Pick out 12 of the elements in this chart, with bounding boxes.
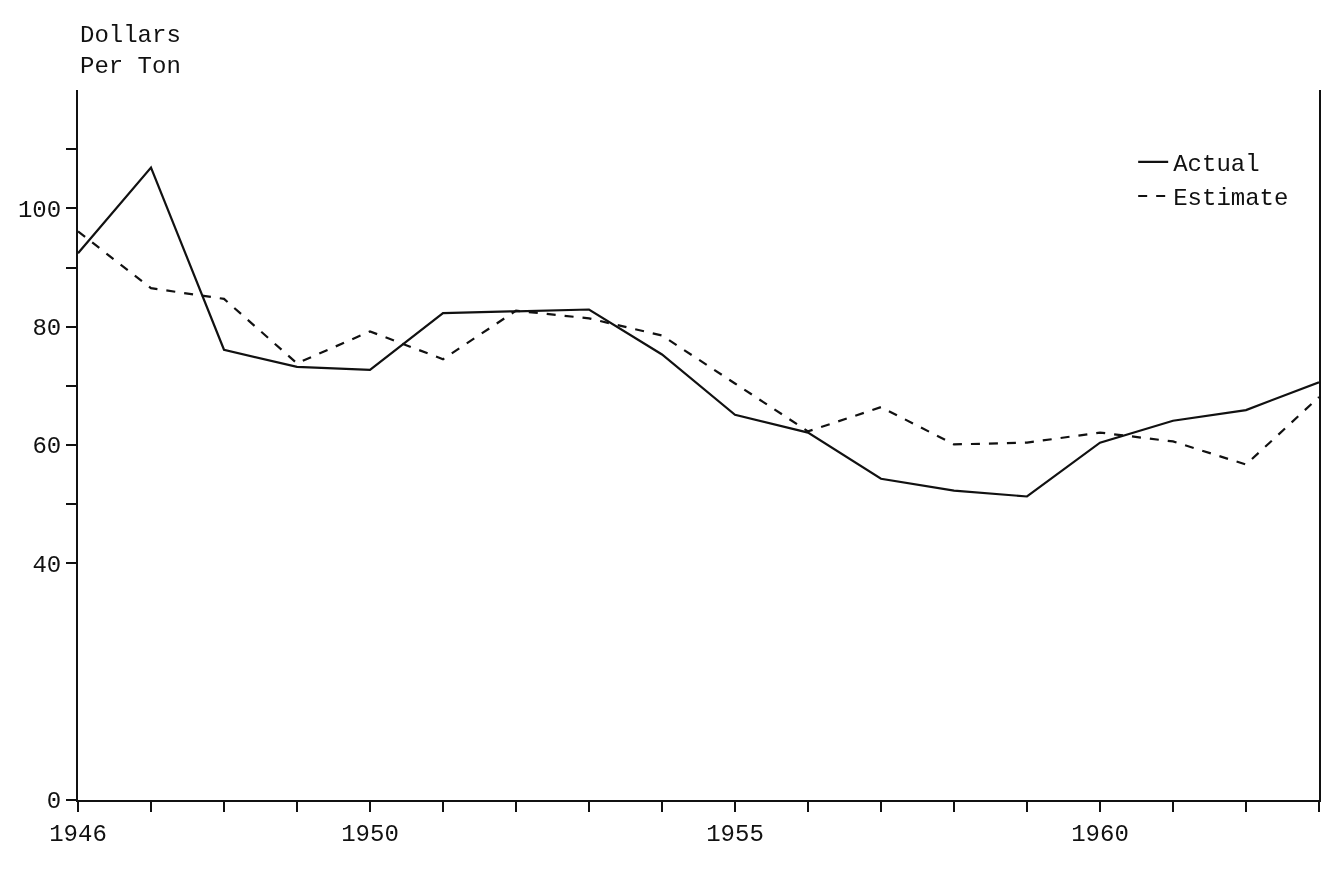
y-tick-label: 40 — [32, 551, 62, 579]
y-tick-label: 80 — [32, 315, 62, 343]
y-tick-label: 100 — [17, 196, 62, 224]
x-tick-label: 1955 — [706, 820, 764, 848]
y-tick-label: 0 — [46, 788, 62, 816]
y-tick-label: 60 — [32, 433, 62, 461]
x-tick-label: 1960 — [1071, 820, 1129, 848]
x-tick-label: 1950 — [341, 820, 399, 848]
x-tick-label: 1946 — [49, 820, 107, 848]
y-axis-title: Dollars Per Ton — [80, 22, 181, 81]
legend-label: Actual — [1173, 151, 1260, 179]
legend-label: Estimate — [1173, 185, 1289, 213]
